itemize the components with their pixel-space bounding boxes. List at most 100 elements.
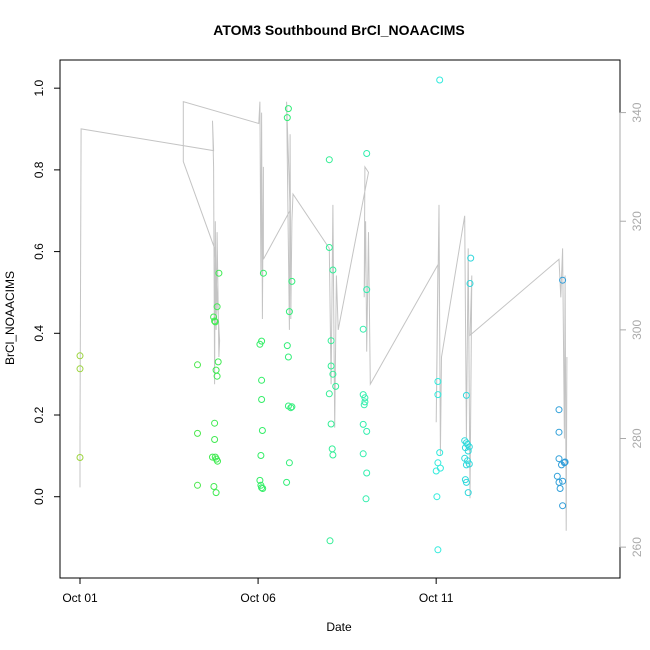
data-point: [326, 537, 334, 545]
data-point: [215, 269, 223, 277]
data-point: [76, 454, 84, 461]
data-point: [214, 457, 221, 465]
data-point: [287, 404, 295, 412]
y2-tick-label: 340: [630, 102, 644, 122]
data-point: [360, 401, 368, 409]
data-point: [76, 365, 84, 373]
data-point: [555, 428, 563, 436]
data-point: [560, 459, 568, 467]
trace-line: [79, 101, 568, 531]
y-axis-label: BrCl_NOAACIMS: [3, 271, 17, 365]
data-point: [561, 458, 569, 466]
data-points: [76, 76, 569, 554]
data-point: [327, 337, 335, 345]
data-point: [363, 150, 371, 157]
data-point: [434, 546, 442, 554]
data-point: [327, 420, 335, 428]
data-point: [284, 105, 292, 113]
data-point: [209, 453, 216, 461]
data-point: [359, 325, 367, 333]
data-point: [213, 303, 221, 311]
data-point: [327, 362, 335, 370]
data-point: [325, 390, 333, 398]
data-point: [559, 502, 567, 510]
data-point: [363, 427, 371, 435]
data-point: [76, 352, 84, 360]
data-point: [559, 477, 567, 485]
data-point: [212, 366, 220, 374]
data-point: [283, 342, 291, 350]
data-point: [210, 483, 218, 490]
data-point: [194, 481, 201, 489]
data-point: [284, 353, 292, 361]
y2-tick-label: 260: [630, 537, 644, 557]
y-tick-label: 0.6: [32, 243, 46, 260]
data-point: [359, 450, 367, 458]
data-point: [467, 254, 475, 262]
data-point: [214, 358, 222, 366]
data-point: [462, 478, 470, 486]
data-point: [325, 244, 333, 251]
data-point: [556, 485, 564, 492]
data-point: [462, 461, 470, 469]
data-point: [211, 436, 219, 443]
data-point: [288, 277, 296, 285]
data-point: [553, 472, 561, 480]
data-point: [361, 398, 369, 406]
data-point: [256, 476, 264, 484]
data-point: [436, 449, 444, 457]
x-axis-label: Date: [326, 620, 352, 634]
data-point: [332, 382, 340, 390]
y-tick-label: 0.8: [32, 161, 46, 178]
chart-title: ATOM3 Southbound BrCl_NOAACIMS: [213, 22, 464, 38]
data-point: [464, 447, 472, 455]
data-point: [434, 378, 442, 385]
data-point: [361, 394, 369, 402]
data-point: [212, 489, 220, 497]
y-tick-label: 0.2: [32, 406, 46, 423]
data-point: [213, 372, 221, 380]
x-tick-label: Oct 11: [419, 591, 454, 605]
data-point: [465, 443, 473, 451]
data-point: [285, 308, 293, 316]
data-point: [362, 495, 370, 503]
x-tick-label: Oct 01: [62, 591, 98, 605]
data-point: [288, 403, 296, 411]
x-tick-label: Oct 06: [240, 591, 276, 605]
data-point: [466, 280, 474, 287]
data-point: [559, 276, 567, 284]
data-point: [329, 451, 337, 459]
y2-tick-label: 280: [630, 428, 644, 448]
data-point: [259, 485, 267, 492]
y-tick-label: 0.4: [32, 325, 46, 342]
data-point: [464, 489, 472, 497]
data-point: [211, 317, 219, 325]
data-point: [363, 469, 371, 477]
data-point: [462, 391, 470, 399]
data-point: [359, 420, 367, 428]
data-point: [433, 493, 441, 501]
data-point: [436, 464, 444, 472]
data-point: [432, 467, 440, 475]
data-point: [257, 452, 265, 459]
data-point: [328, 445, 336, 453]
x-axis: Oct 01 Oct 06 Oct 11: [62, 577, 454, 605]
data-point: [258, 484, 266, 492]
data-point: [285, 459, 293, 467]
data-point: [211, 419, 219, 427]
data-point: [210, 313, 218, 321]
y2-tick-label: 300: [630, 320, 644, 340]
y2-tick-label: 320: [630, 211, 644, 231]
y2-axis: 260 280 300 320 340: [619, 102, 644, 557]
y-tick-label: 0.0: [32, 488, 46, 505]
data-point: [258, 396, 266, 403]
data-point: [258, 427, 266, 434]
data-point: [436, 76, 444, 84]
data-point: [465, 460, 473, 468]
data-point: [555, 478, 563, 486]
data-point: [283, 114, 291, 122]
data-point: [258, 376, 266, 384]
data-point: [329, 266, 337, 274]
data-point: [555, 455, 563, 463]
